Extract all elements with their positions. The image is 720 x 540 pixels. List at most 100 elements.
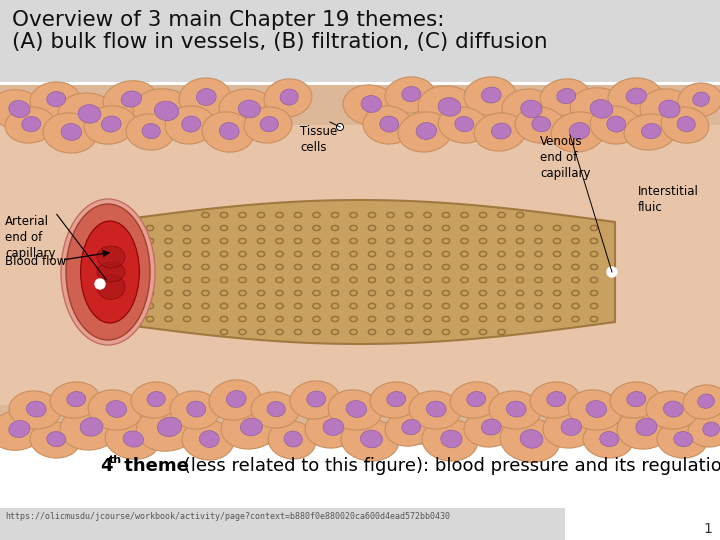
Ellipse shape <box>238 316 246 322</box>
Ellipse shape <box>462 317 467 321</box>
Ellipse shape <box>351 317 356 321</box>
Ellipse shape <box>147 392 166 407</box>
Ellipse shape <box>222 213 227 217</box>
Ellipse shape <box>127 225 135 231</box>
Ellipse shape <box>222 330 227 334</box>
Ellipse shape <box>405 290 413 296</box>
Ellipse shape <box>129 304 134 308</box>
Ellipse shape <box>202 290 210 296</box>
Ellipse shape <box>442 238 450 244</box>
Ellipse shape <box>361 96 382 112</box>
Ellipse shape <box>314 330 319 334</box>
Ellipse shape <box>146 264 154 270</box>
Ellipse shape <box>127 251 135 257</box>
Ellipse shape <box>202 316 210 322</box>
Ellipse shape <box>276 251 284 257</box>
Ellipse shape <box>610 382 660 418</box>
Ellipse shape <box>703 422 719 436</box>
Ellipse shape <box>516 303 524 309</box>
Ellipse shape <box>203 239 208 243</box>
Ellipse shape <box>202 238 210 244</box>
Ellipse shape <box>295 317 300 321</box>
Ellipse shape <box>461 225 469 231</box>
Ellipse shape <box>314 213 319 217</box>
Ellipse shape <box>277 265 282 269</box>
Ellipse shape <box>450 382 500 418</box>
Ellipse shape <box>146 238 154 244</box>
Ellipse shape <box>148 304 153 308</box>
Ellipse shape <box>480 265 485 269</box>
Ellipse shape <box>461 303 469 309</box>
Ellipse shape <box>461 238 469 244</box>
Ellipse shape <box>331 251 339 257</box>
Ellipse shape <box>276 225 284 231</box>
Ellipse shape <box>592 252 596 256</box>
Ellipse shape <box>590 225 598 231</box>
Ellipse shape <box>444 291 449 295</box>
Ellipse shape <box>343 85 397 125</box>
Ellipse shape <box>222 278 227 282</box>
Ellipse shape <box>164 277 173 283</box>
Ellipse shape <box>240 317 245 321</box>
Ellipse shape <box>277 278 282 282</box>
Ellipse shape <box>0 90 46 130</box>
Ellipse shape <box>127 264 135 270</box>
Ellipse shape <box>314 278 319 282</box>
Ellipse shape <box>240 330 245 334</box>
Text: theme: theme <box>118 457 189 475</box>
Ellipse shape <box>277 304 282 308</box>
Bar <box>0 508 565 540</box>
Ellipse shape <box>30 422 80 458</box>
Ellipse shape <box>407 291 412 295</box>
Ellipse shape <box>554 317 559 321</box>
Ellipse shape <box>407 304 412 308</box>
Ellipse shape <box>534 303 542 309</box>
Ellipse shape <box>536 291 541 295</box>
Ellipse shape <box>103 80 157 119</box>
Ellipse shape <box>0 410 46 450</box>
Ellipse shape <box>551 112 605 152</box>
Ellipse shape <box>202 277 210 283</box>
Ellipse shape <box>260 117 279 132</box>
Ellipse shape <box>351 330 356 334</box>
Ellipse shape <box>369 317 374 321</box>
Ellipse shape <box>238 225 246 231</box>
Ellipse shape <box>405 264 413 270</box>
Ellipse shape <box>203 213 208 217</box>
Ellipse shape <box>479 303 487 309</box>
Ellipse shape <box>333 239 338 243</box>
Ellipse shape <box>351 291 356 295</box>
Ellipse shape <box>251 392 299 428</box>
Ellipse shape <box>482 419 501 435</box>
Ellipse shape <box>570 87 630 132</box>
Ellipse shape <box>312 251 320 257</box>
Ellipse shape <box>349 264 358 270</box>
Ellipse shape <box>474 113 526 151</box>
Ellipse shape <box>498 303 505 309</box>
Ellipse shape <box>554 252 559 256</box>
Ellipse shape <box>314 304 319 308</box>
Ellipse shape <box>534 251 542 257</box>
Ellipse shape <box>444 304 449 308</box>
Ellipse shape <box>462 304 467 308</box>
Ellipse shape <box>498 225 505 231</box>
Ellipse shape <box>22 117 41 132</box>
Text: (less related to this figure): blood pressure and its regulation: (less related to this figure): blood pre… <box>178 457 720 475</box>
Ellipse shape <box>368 303 376 309</box>
Ellipse shape <box>294 290 302 296</box>
Ellipse shape <box>312 238 320 244</box>
Ellipse shape <box>516 316 524 322</box>
Ellipse shape <box>444 213 449 217</box>
Ellipse shape <box>624 114 676 150</box>
Ellipse shape <box>592 226 596 230</box>
Circle shape <box>95 279 105 289</box>
Ellipse shape <box>183 316 191 322</box>
Ellipse shape <box>61 199 155 345</box>
Ellipse shape <box>295 252 300 256</box>
Ellipse shape <box>462 252 467 256</box>
Ellipse shape <box>166 291 171 295</box>
Ellipse shape <box>164 251 173 257</box>
Ellipse shape <box>385 77 435 113</box>
Ellipse shape <box>425 330 430 334</box>
Ellipse shape <box>331 290 339 296</box>
